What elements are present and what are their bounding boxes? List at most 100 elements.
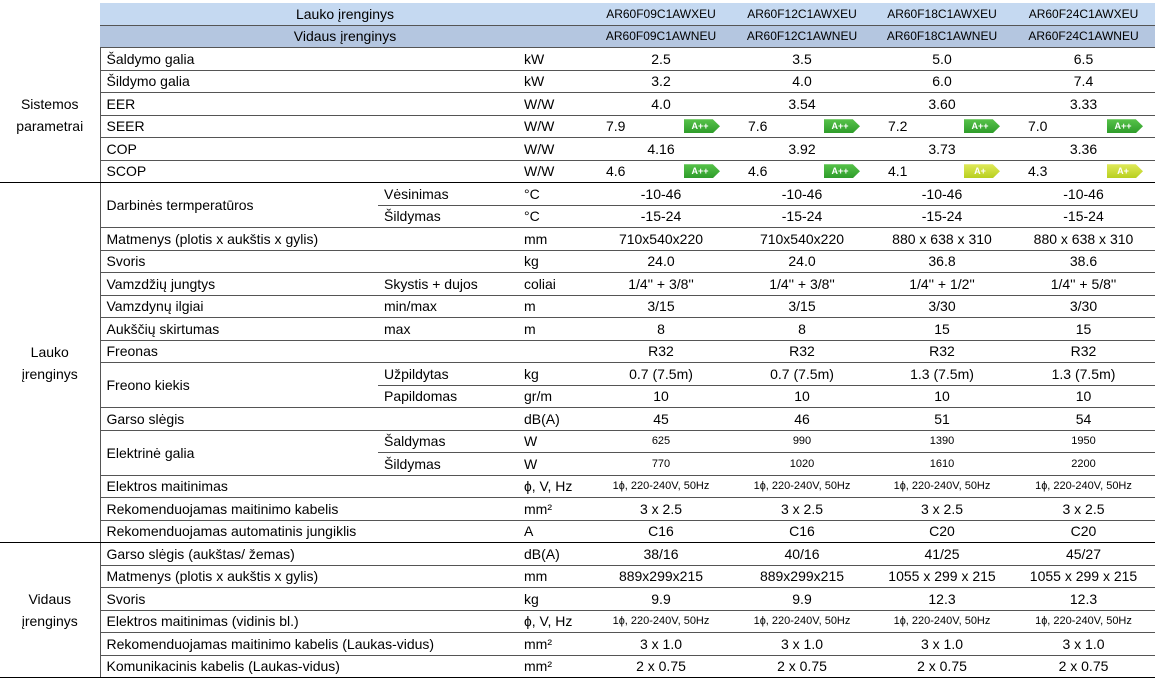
table-row: Freono kiekis Užpildytas kg 0.7 (7.5m) 0.7 (…	[0, 362, 1155, 408]
value: 2.5	[590, 47, 732, 71]
value: 1/4'' + 3/8''	[732, 272, 872, 296]
value: 3/30	[872, 295, 1012, 318]
value: 10	[590, 385, 732, 408]
table-row: Sistemos parametrai Šaldymo galia kW 2.5 3.5…	[0, 47, 1155, 183]
value: 1ɸ, 220-240V, 50Hz	[1012, 475, 1155, 498]
value: 3 x 1.0	[872, 632, 1012, 656]
value: C20	[872, 520, 1012, 543]
value: 3 x 2.5	[590, 497, 732, 521]
unit: kW	[518, 70, 590, 93]
value: 1/4'' + 3/8''	[590, 272, 732, 296]
value: 3 x 2.5	[1012, 497, 1155, 521]
header-row: Lauko įrenginys AR60F09C1AWXEU AR60F12C1AW…	[0, 3, 1155, 26]
group-label: Vidaus įrenginys	[0, 542, 101, 678]
unit: ɸ, V, Hz	[518, 610, 590, 633]
value-cell: 4.6 A++	[732, 160, 872, 183]
value: 4.16	[590, 137, 732, 161]
table-row: Svoris kg 9.9 9.9 12.3 12.3	[0, 587, 1155, 611]
unit: °C	[518, 205, 590, 228]
unit: mm²	[518, 632, 590, 656]
value: 3/15	[590, 295, 732, 318]
table-row: Elektros maitinimas (vidinis bl.) ɸ, V, H…	[0, 610, 1155, 633]
unit: W	[518, 430, 590, 453]
unit: m	[518, 317, 590, 341]
value-cell: 7.6 A++	[732, 115, 872, 138]
unit: dB(A)	[518, 542, 590, 566]
param-label: Komunikacinis kabelis (Laukas-vidus)	[100, 655, 518, 678]
value: 3 x 2.5	[732, 497, 872, 521]
value: 3 x 1.0	[732, 632, 872, 656]
energy-class: A++	[964, 119, 1000, 134]
empty-cell	[0, 3, 100, 25]
value: 10	[1012, 385, 1155, 408]
param-label: COP	[100, 137, 518, 161]
empty-cell	[0, 25, 100, 48]
table-row: Garso slėgis dB(A) 45 46 51 54	[0, 407, 1155, 431]
table-row: EER W/W 4.0 3.54 3.60 3.33	[0, 92, 1155, 116]
param-label: Garso slėgis (aukštas/ žemas)	[100, 542, 518, 566]
table-row: Vamzdžių jungtys Skystis + dujos coliai 1/4…	[0, 272, 1155, 296]
param-label: Elektros maitinimas	[100, 475, 518, 498]
table-row: Komunikacinis kabelis (Laukas-vidus) mm² 2…	[0, 655, 1155, 678]
model-name: AR60F18C1AWNEU	[872, 25, 1012, 48]
table-row: Elektrinė galia Šaldymas W 625 990 1390 1950	[0, 430, 1155, 476]
rating: 4.3 A+	[1018, 161, 1149, 181]
table-row: Šildymas °C -15-24 -15-24 -15-24 -15-24	[0, 205, 1155, 228]
value: 1.3 (7.5m)	[872, 362, 1012, 386]
value: 1610	[872, 452, 1012, 476]
value: 770	[590, 452, 732, 476]
table-row: Elektros maitinimas ɸ, V, Hz 1ɸ, 220-240V,…	[0, 475, 1155, 498]
value: 10	[872, 385, 1012, 408]
model-name: AR60F12C1AWNEU	[732, 25, 872, 48]
value: 15	[1012, 317, 1155, 341]
value: 8	[590, 317, 732, 341]
value: 5.0	[872, 47, 1012, 71]
param-label: Garso slėgis	[100, 407, 518, 431]
param-label: EER	[100, 92, 518, 116]
model-name: AR60F18C1AWXEU	[872, 3, 1012, 26]
value: -15-24	[590, 205, 732, 228]
unit: coliai	[518, 272, 590, 296]
value: 889x299x215	[590, 565, 732, 588]
param-label: Matmenys (plotis x aukštis x gylis)	[100, 227, 518, 251]
value: 1ɸ, 220-240V, 50Hz	[590, 610, 732, 633]
table-row: Rekomenduojamas maitinimo kabelis (Lauka…	[0, 632, 1155, 656]
group-label: Sistemos parametrai	[0, 47, 101, 183]
value: 3.2	[590, 70, 732, 93]
value: 1/4'' + 1/2''	[872, 272, 1012, 296]
param-label: Darbinės termperatūros	[100, 182, 378, 228]
param-label: Matmenys (plotis x aukštis x gylis)	[100, 565, 518, 588]
param-label: Svoris	[100, 587, 518, 611]
value: -10-46	[732, 182, 872, 206]
value: R32	[590, 340, 732, 363]
unit: mm	[518, 227, 590, 251]
value: 3.33	[1012, 92, 1155, 116]
value: 40/16	[732, 542, 872, 566]
unit: °C	[518, 182, 590, 206]
rating: 7.6 A++	[738, 116, 866, 136]
rating-value: 4.6	[748, 163, 768, 180]
value: -10-46	[872, 182, 1012, 206]
param-label: SEER	[100, 115, 518, 138]
value: 12.3	[1012, 587, 1155, 611]
unit: mm	[518, 565, 590, 588]
table-row: Vamzdynų ilgiai min/max m 3/15 3/15 3/30 3/30	[0, 295, 1155, 318]
value: -10-46	[1012, 182, 1155, 206]
param-label: Elektros maitinimas (vidinis bl.)	[100, 610, 518, 633]
sub-label: min/max	[378, 295, 518, 318]
rating-value: 7.6	[748, 118, 768, 135]
sub-label: max	[378, 317, 518, 341]
value: -15-24	[872, 205, 1012, 228]
value: 1ɸ, 220-240V, 50Hz	[872, 610, 1012, 633]
value: 38.6	[1012, 250, 1155, 273]
energy-class: A++	[824, 164, 860, 179]
value: 41/25	[872, 542, 1012, 566]
param-label: Freonas	[100, 340, 518, 363]
value: 1055 x 299 x 215	[872, 565, 1012, 588]
value: 9.9	[732, 587, 872, 611]
rating-value: 4.1	[888, 163, 908, 180]
value: 0.7 (7.5m)	[590, 362, 732, 386]
param-label: Vamzdžių jungtys	[100, 272, 378, 296]
value: 3.73	[872, 137, 1012, 161]
sub-label: Šildymas	[378, 452, 518, 476]
